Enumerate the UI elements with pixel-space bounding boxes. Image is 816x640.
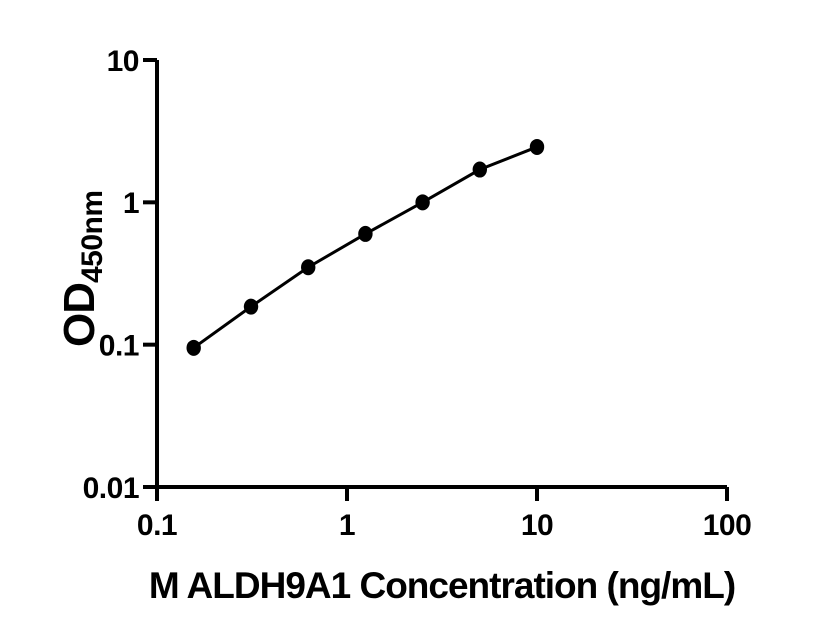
data-point-marker: [358, 225, 373, 242]
data-point-marker: [529, 138, 545, 155]
data-point-marker: [472, 161, 488, 178]
y-axis-title-main: OD: [55, 283, 104, 347]
standard-curve-line: [192, 145, 538, 350]
y-axis-title: OD450nm: [55, 190, 109, 347]
y-axis-title-subscript: 450nm: [76, 190, 109, 283]
x-axis-title: M ALDH9A1 Concentration (ng/mL): [149, 565, 735, 606]
y-axis-tick-label: 0.01: [83, 472, 139, 505]
y-axis-tick-label: 1: [123, 187, 139, 220]
x-axis-tick-label: 100: [703, 509, 752, 542]
x-axis-tick-label: 1: [339, 509, 355, 542]
data-point-marker: [301, 259, 316, 276]
data-point-marker: [415, 194, 430, 211]
data-point-marker: [243, 298, 259, 315]
data-point-marker: [186, 339, 201, 356]
x-axis-tick-label: 10: [521, 509, 553, 542]
y-axis-tick-label: 10: [107, 45, 139, 78]
plot-area: 0.1 1 10 100 0.01 0.1 1 10: [83, 45, 752, 542]
y-axis-tick-label: 0.1: [99, 329, 139, 362]
x-axis-tick-label: 0.1: [137, 509, 177, 542]
